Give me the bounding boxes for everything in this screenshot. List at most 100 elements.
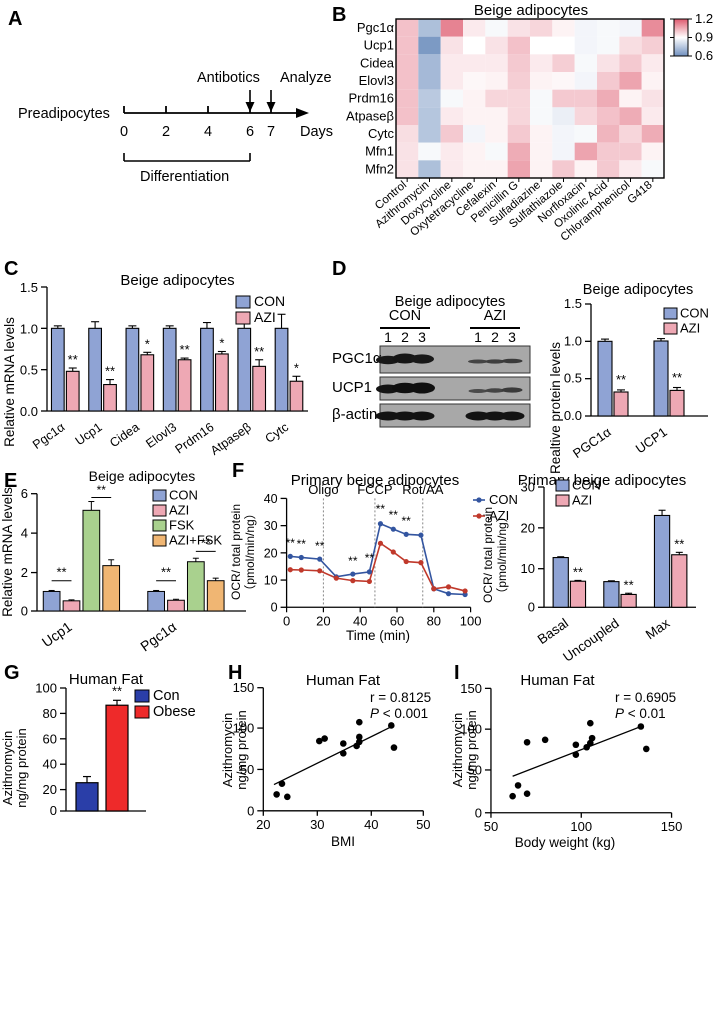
svg-text:2: 2 [21, 565, 28, 580]
svg-text:FCCP: FCCP [357, 482, 392, 497]
svg-text:*: * [294, 360, 299, 375]
svg-text:AZI: AZI [484, 308, 507, 324]
svg-text:**: ** [624, 577, 634, 592]
svg-text:50: 50 [467, 762, 481, 777]
svg-text:0: 0 [475, 805, 482, 820]
svg-text:40: 40 [364, 817, 378, 832]
svg-text:P < 0.001: P < 0.001 [370, 706, 428, 721]
svg-text:Ucp1: Ucp1 [73, 420, 105, 448]
svg-text:Cidea: Cidea [107, 420, 142, 450]
svg-text:0: 0 [21, 604, 28, 619]
svg-text:Max: Max [643, 615, 673, 642]
svg-text:2: 2 [401, 329, 409, 345]
svg-text:β-actin: β-actin [332, 406, 377, 423]
svg-text:*: * [145, 336, 150, 351]
svg-text:Prdm16: Prdm16 [173, 420, 217, 457]
svg-text:Basal: Basal [535, 615, 571, 647]
svg-text:150: 150 [233, 680, 255, 695]
svg-text:**: ** [105, 364, 115, 379]
svg-text:80: 80 [43, 706, 57, 721]
svg-text:Beige adipocytes: Beige adipocytes [583, 282, 693, 298]
svg-text:**: ** [161, 565, 171, 580]
svg-text:150: 150 [661, 819, 683, 834]
svg-text:**: ** [376, 502, 386, 516]
svg-text:100: 100 [570, 819, 592, 834]
svg-text:0: 0 [271, 600, 278, 614]
svg-text:150: 150 [460, 681, 482, 696]
svg-text:Obese: Obese [153, 704, 196, 720]
svg-text:CON: CON [680, 306, 709, 321]
svg-text:0.5: 0.5 [564, 371, 582, 386]
svg-text:**: ** [68, 352, 78, 367]
svg-text:3: 3 [418, 329, 426, 345]
svg-text:AZI: AZI [254, 309, 276, 325]
svg-text:（pmol/min/ng）: （pmol/min/ng） [495, 510, 509, 599]
svg-text:AZI: AZI [680, 321, 700, 336]
svg-text:80: 80 [427, 613, 441, 628]
svg-text:Relative mRNA levels: Relative mRNA levels [2, 317, 17, 447]
svg-text:Cytc: Cytc [263, 420, 292, 446]
svg-text:UCP1: UCP1 [633, 424, 670, 456]
svg-text:Time (min): Time (min) [346, 628, 410, 643]
svg-text:50: 50 [416, 817, 430, 832]
svg-text:Realtive protein levels: Realtive protein levels [548, 342, 563, 474]
svg-text:OCR/ total protein: OCR/ total protein [229, 504, 243, 600]
svg-text:**: ** [402, 514, 412, 528]
svg-text:AZI: AZI [169, 503, 189, 518]
svg-text:Pgc1α: Pgc1α [137, 618, 179, 654]
svg-text:PGC1α: PGC1α [332, 350, 382, 367]
svg-text:60: 60 [390, 613, 404, 628]
svg-text:Atpaseβ: Atpaseβ [208, 420, 254, 458]
svg-text:FSK: FSK [169, 518, 195, 533]
svg-text:0: 0 [50, 803, 57, 818]
svg-text:ng/mg protein: ng/mg protein [14, 728, 29, 808]
svg-text:**: ** [254, 344, 264, 359]
svg-text:20: 20 [264, 546, 278, 560]
svg-text:0: 0 [528, 599, 535, 614]
svg-text:30: 30 [310, 817, 324, 832]
svg-text:CON: CON [169, 488, 198, 503]
svg-text:40: 40 [43, 757, 57, 772]
svg-text:1.5: 1.5 [20, 280, 38, 295]
svg-text:Con: Con [153, 688, 180, 704]
svg-text:**: ** [112, 683, 122, 698]
svg-text:BMI: BMI [331, 834, 355, 849]
svg-text:100: 100 [460, 722, 482, 737]
svg-text:**: ** [348, 554, 358, 568]
svg-text:50: 50 [240, 762, 254, 777]
svg-text:20: 20 [521, 520, 535, 535]
svg-text:**: ** [616, 372, 626, 387]
svg-text:10: 10 [264, 574, 278, 588]
svg-text:CON: CON [254, 293, 285, 309]
svg-text:30: 30 [264, 519, 278, 533]
svg-text:**: ** [573, 564, 583, 579]
svg-text:20: 20 [256, 817, 270, 832]
svg-text:20: 20 [316, 613, 330, 628]
svg-text:40: 40 [264, 492, 278, 506]
svg-text:100: 100 [233, 721, 255, 736]
svg-text:4: 4 [21, 526, 28, 541]
svg-text:0.0: 0.0 [564, 408, 582, 423]
svg-text:CON: CON [572, 478, 601, 493]
svg-text:0: 0 [247, 803, 254, 818]
svg-text:AZI: AZI [572, 493, 592, 508]
svg-text:r = 0.8125: r = 0.8125 [370, 690, 431, 705]
svg-text:OCR/ total protein: OCR/ total protein [481, 507, 495, 603]
svg-text:r = 0.6905: r = 0.6905 [615, 690, 676, 705]
svg-text:1: 1 [474, 329, 482, 345]
svg-text:AZI+FSK: AZI+FSK [169, 533, 222, 548]
svg-text:Azithromycin: Azithromycin [0, 731, 15, 805]
svg-text:**: ** [286, 536, 296, 550]
svg-text:100: 100 [460, 613, 482, 628]
svg-text:Rot/AA: Rot/AA [402, 482, 444, 497]
svg-text:20: 20 [43, 782, 57, 797]
svg-text:Oligo: Oligo [308, 482, 338, 497]
svg-text:**: ** [389, 508, 399, 522]
svg-text:（pmol/min/ng）: （pmol/min/ng） [243, 507, 257, 596]
svg-text:Relative mRNA levels: Relative mRNA levels [0, 487, 15, 617]
svg-text:**: ** [674, 536, 684, 551]
svg-text:Ucp1: Ucp1 [39, 618, 75, 650]
svg-text:*: * [219, 335, 224, 350]
svg-text:**: ** [180, 342, 190, 357]
svg-text:CON: CON [389, 308, 421, 324]
